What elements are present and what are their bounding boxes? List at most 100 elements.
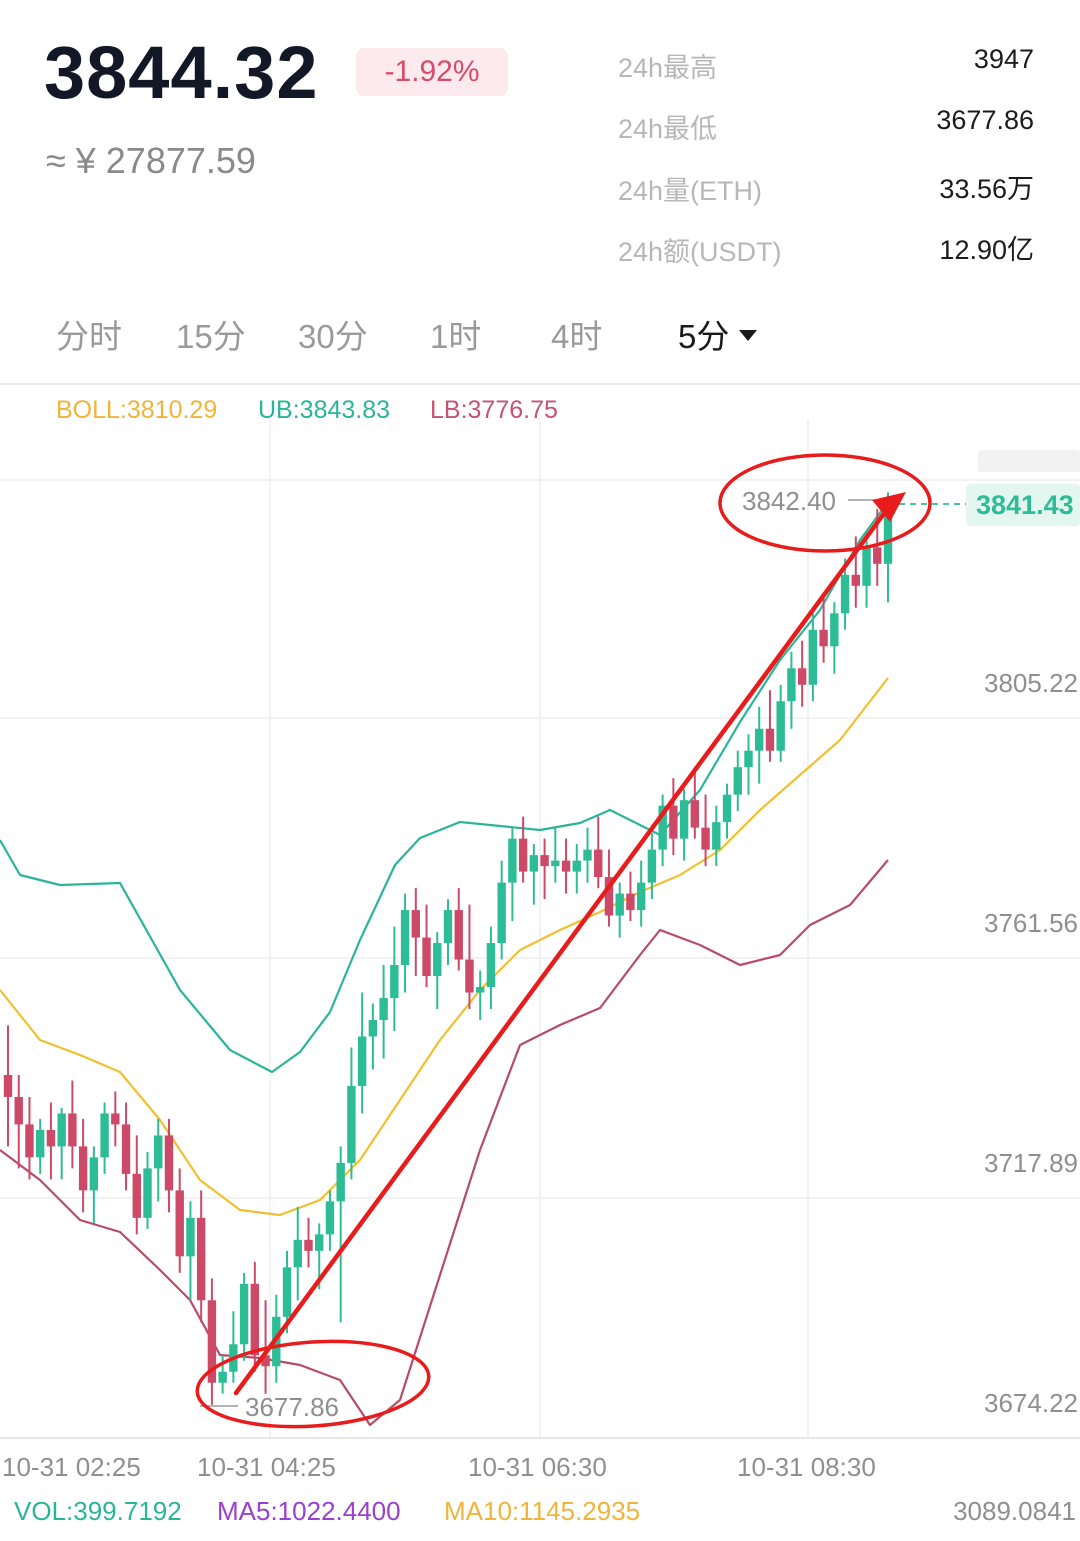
candle-body — [497, 882, 506, 944]
candle-body — [143, 1168, 152, 1218]
candle — [186, 1201, 195, 1301]
vol-label: VOL:399.7192 — [14, 1496, 182, 1526]
candle — [765, 690, 775, 762]
tab-1h[interactable]: 1时 — [430, 318, 482, 355]
low-marker-label: 3677.86 — [245, 1392, 339, 1422]
boll-lower-line — [0, 859, 889, 1427]
candle-body — [46, 1129, 56, 1147]
candle-body — [594, 849, 603, 878]
stat-volume-label: 24h量(ETH) — [618, 176, 763, 206]
candle — [121, 1102, 131, 1191]
candle-body — [336, 1162, 345, 1202]
candle — [390, 926, 399, 1031]
candle — [808, 613, 818, 702]
candle — [368, 1003, 378, 1070]
candle-body — [422, 937, 431, 977]
candle-body — [465, 959, 474, 993]
candle-body — [433, 943, 442, 977]
candle-body — [347, 1085, 356, 1163]
candlestick-chart[interactable]: 3805.22 3761.56 3717.89 3674.22 10-31 02:25 1… — [0, 420, 1080, 1490]
boll-lines — [0, 501, 889, 1427]
vol-axis-value: 3089.0841 — [953, 1496, 1076, 1526]
candle-body — [379, 998, 388, 1021]
change-badge: -1.92% — [356, 48, 508, 96]
tab-4h[interactable]: 4时 — [551, 318, 603, 355]
candle — [690, 767, 700, 839]
candle-body — [626, 893, 635, 911]
cny-price: ≈ ¥ 27877.59 — [46, 140, 256, 181]
candle-body — [443, 910, 453, 944]
candle-body — [132, 1173, 141, 1218]
caret-down-icon[interactable] — [739, 329, 758, 341]
candle — [551, 827, 560, 883]
price-value: 3844.32 — [44, 31, 319, 114]
annotation-ellipse-low — [195, 1339, 431, 1429]
candle-body — [561, 860, 571, 872]
candle — [744, 734, 753, 795]
candle — [572, 844, 581, 894]
candle — [701, 794, 710, 867]
divider — [0, 383, 1080, 385]
stat-volume-value: 33.56万 — [939, 174, 1034, 204]
x-tick-label: 10-31 06:30 — [468, 1452, 607, 1482]
tab-timeshare[interactable]: 分时 — [56, 318, 122, 355]
candle — [89, 1146, 99, 1224]
stat-high-label: 24h最高 — [618, 53, 718, 83]
candle — [583, 827, 592, 883]
candle — [164, 1118, 174, 1213]
candle — [508, 827, 517, 922]
candle-body — [873, 547, 882, 564]
candle-body — [851, 574, 861, 586]
tab-30m[interactable]: 30分 — [298, 318, 368, 355]
candle — [529, 844, 539, 905]
candle-body — [282, 1267, 292, 1317]
candle — [433, 932, 442, 1010]
candle-body — [454, 910, 463, 960]
boll-ub-label: UB:3843.83 — [258, 396, 391, 424]
candle-body — [207, 1300, 217, 1383]
candle-body — [250, 1283, 260, 1356]
candle — [78, 1118, 88, 1213]
candle-body — [583, 849, 592, 861]
x-tick-label: 10-31 02:25 — [2, 1452, 141, 1482]
candle — [486, 926, 496, 1010]
candle — [175, 1168, 184, 1273]
candle-body — [68, 1113, 77, 1147]
candle — [143, 1151, 152, 1229]
annotations — [195, 453, 932, 1429]
candle-body — [604, 877, 614, 916]
candle — [454, 888, 463, 971]
candle — [35, 1118, 45, 1174]
candle-body — [186, 1217, 195, 1257]
candle-body — [14, 1096, 23, 1125]
candle-body — [304, 1239, 313, 1251]
candle-body — [529, 855, 539, 872]
candle — [626, 871, 635, 922]
candle-body — [658, 805, 667, 850]
candle-body — [647, 849, 657, 883]
annotation-ellipse-high — [718, 453, 932, 553]
candle — [111, 1091, 120, 1147]
tab-5m[interactable]: 5分 — [678, 310, 758, 358]
candle — [679, 789, 689, 861]
x-tick-label: 10-31 08:30 — [737, 1452, 876, 1482]
boll-lb-label: LB:3776.75 — [430, 396, 558, 424]
candle — [293, 1206, 302, 1301]
candle-body — [669, 805, 678, 839]
candle-body — [390, 965, 399, 999]
candles — [3, 492, 893, 1405]
candle — [400, 893, 410, 993]
boll-middle-line — [0, 677, 889, 1217]
candle-body — [755, 728, 764, 751]
tab-15m[interactable]: 15分 — [176, 318, 246, 355]
ma5-label: MA5:1022.4400 — [217, 1496, 401, 1526]
candle — [722, 783, 732, 839]
candle-body — [797, 668, 807, 685]
last-price-badge — [966, 484, 1080, 526]
candle — [840, 558, 850, 630]
candle — [658, 794, 667, 867]
candle — [518, 816, 528, 883]
candle-body — [765, 728, 775, 751]
candle-body — [679, 800, 689, 839]
candle-body — [701, 827, 710, 850]
